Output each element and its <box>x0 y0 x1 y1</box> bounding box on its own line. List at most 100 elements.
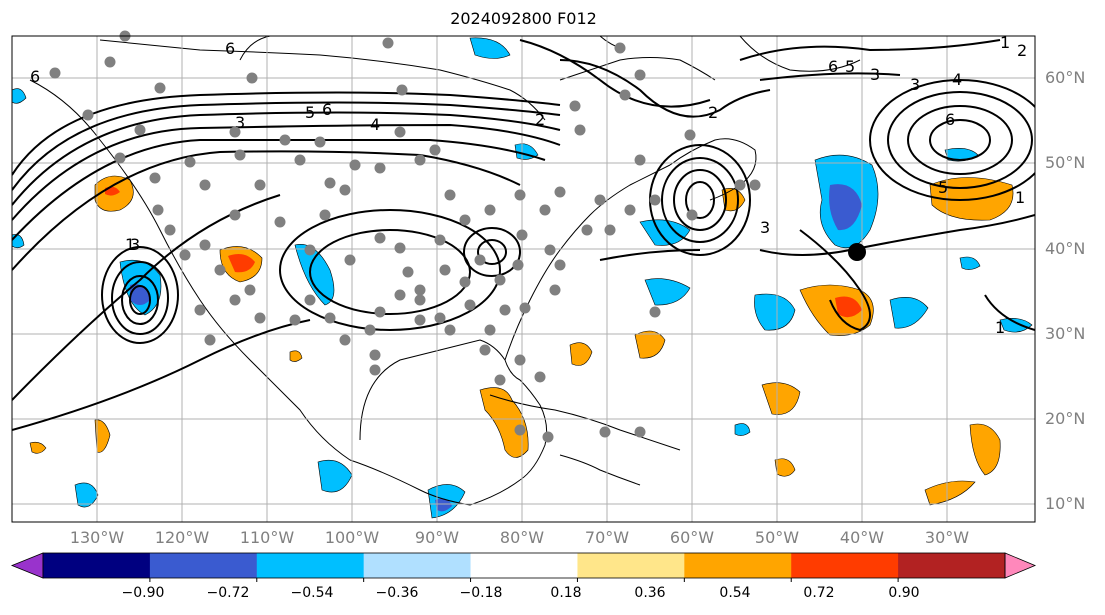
station-dot <box>459 276 471 288</box>
station-dot <box>444 189 456 201</box>
lat-label-20n: 20°N <box>1045 409 1086 428</box>
station-dot <box>314 136 326 148</box>
warm-anomaly <box>479 387 529 458</box>
contour-label: 2 <box>1017 41 1027 60</box>
colorbar-segment <box>149 553 258 578</box>
warm-anomaly <box>29 441 47 454</box>
contour-labels: 6 6 3 5 6 4 3 2 2 6 5 3 3 4 6 5 1 1 1 1 … <box>30 33 1027 337</box>
colorbar-tick-label: 0.72 <box>803 585 835 601</box>
station-dot <box>324 177 336 189</box>
station-dot <box>164 224 176 236</box>
station-dot <box>184 156 196 168</box>
contour-label: 1 <box>1000 33 1010 52</box>
cool-anomaly <box>829 184 862 231</box>
contour-label: 6 <box>322 100 332 119</box>
colorbar-segment <box>256 553 365 578</box>
contour-label: 2 <box>708 103 718 122</box>
lon-label-90w: 90°W <box>414 528 460 547</box>
station-dot <box>599 426 611 438</box>
station-dot <box>369 364 381 376</box>
station-dot <box>634 69 646 81</box>
station-dot <box>649 194 661 206</box>
station-dot <box>516 229 528 241</box>
station-dot <box>199 239 211 251</box>
station-dot <box>229 126 241 138</box>
map-title: 2024092800 F012 <box>450 9 597 28</box>
contour-label: 2 <box>535 110 545 129</box>
lon-label-100w: 100°W <box>324 528 380 547</box>
station-dot <box>414 294 426 306</box>
contour-label: 4 <box>952 70 962 89</box>
station-dot <box>474 254 486 266</box>
station-dot <box>324 312 336 324</box>
station-dot <box>382 37 394 49</box>
contour-label: 3 <box>130 235 140 254</box>
contour-label: 1 <box>125 235 135 254</box>
warm-anomaly <box>94 419 111 453</box>
cool-anomaly <box>469 37 511 59</box>
station-dot <box>194 304 206 316</box>
colorbar-tick-label: −0.54 <box>290 585 334 601</box>
station-dot <box>179 249 191 261</box>
station-dot <box>154 82 166 94</box>
station-dot <box>439 264 451 276</box>
station-dot <box>614 42 626 54</box>
station-dot <box>749 179 761 191</box>
contour-label: 3 <box>910 75 920 94</box>
station-dot <box>134 124 146 136</box>
contour-label: 5 <box>938 178 948 197</box>
cool-anomaly <box>999 318 1033 333</box>
colorbar-segment <box>43 553 151 578</box>
contour-label: 5 <box>305 103 315 122</box>
station-dot <box>199 179 211 191</box>
cool-anomaly <box>644 278 691 306</box>
lon-label-120w: 120°W <box>154 528 210 547</box>
lon-label-50w: 50°W <box>754 528 800 547</box>
station-dot <box>464 299 476 311</box>
station-dot <box>569 100 581 112</box>
station-dot <box>514 424 526 436</box>
station-dot <box>544 244 556 256</box>
station-dot <box>369 349 381 361</box>
contour-label: 3 <box>760 218 770 237</box>
station-dot <box>554 186 566 198</box>
cool-anomaly <box>12 88 27 104</box>
lat-label-60n: 60°N <box>1045 68 1086 87</box>
station-dot <box>319 209 331 221</box>
station-dot <box>519 302 531 314</box>
station-dot <box>394 289 406 301</box>
station-dot <box>394 242 406 254</box>
station-dot <box>574 124 586 136</box>
station-dot <box>349 159 361 171</box>
station-dot <box>619 89 631 101</box>
station-dot <box>396 84 408 96</box>
contour-label: 3 <box>235 113 245 132</box>
warm-anomaly <box>634 330 666 359</box>
lat-label-50n: 50°N <box>1045 153 1086 172</box>
station-dot <box>344 254 356 266</box>
colorbar-tick-label: 0.90 <box>888 585 920 601</box>
station-dot <box>684 129 696 141</box>
colorbar-segment <box>363 553 472 578</box>
warm-anomaly <box>721 188 746 212</box>
colorbar-frame <box>42 552 1006 579</box>
station-dot <box>339 334 351 346</box>
colorbar-tick-label: −0.90 <box>121 585 165 601</box>
lat-lon-grid <box>12 36 1035 522</box>
station-dot <box>479 344 491 356</box>
lat-label-30n: 30°N <box>1045 324 1086 343</box>
station-dot <box>82 109 94 121</box>
cool-anomaly <box>889 297 929 329</box>
map-frame <box>11 35 1036 523</box>
cool-anomaly <box>130 284 150 305</box>
station-dot <box>734 179 746 191</box>
station-dot <box>549 284 561 296</box>
station-dot <box>542 431 554 443</box>
station-dot <box>484 204 496 216</box>
station-dot <box>304 244 316 256</box>
station-dot <box>104 56 116 68</box>
station-dot <box>539 204 551 216</box>
lon-label-110w: 110°W <box>239 528 295 547</box>
station-dot <box>534 371 546 383</box>
